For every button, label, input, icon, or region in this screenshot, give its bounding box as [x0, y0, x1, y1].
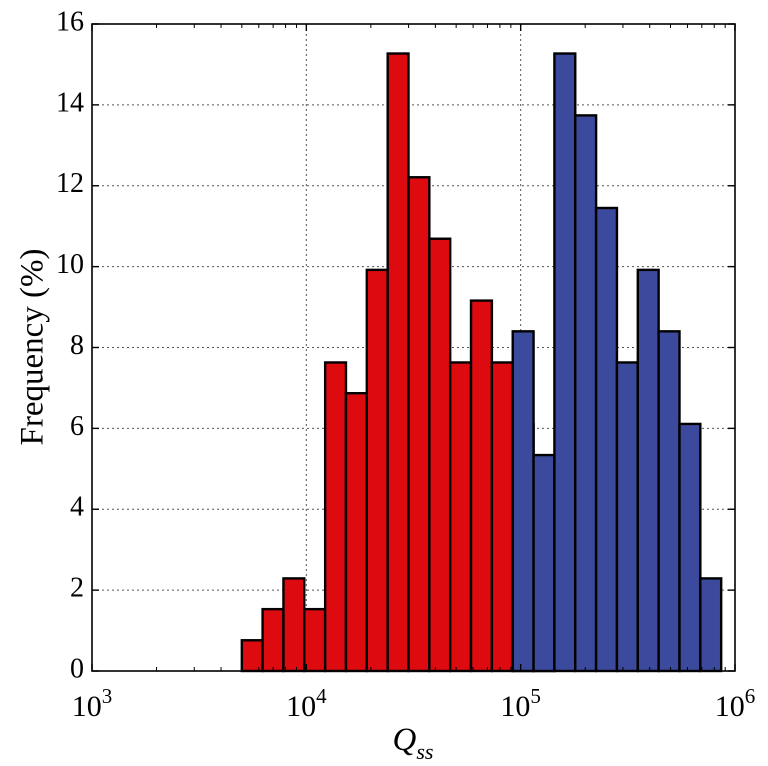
bar-blue: [699, 577, 723, 673]
bar-blue: [511, 330, 535, 673]
x-tick-labels: 103 104 105 106: [72, 684, 756, 723]
y-tick-label: 14: [56, 87, 84, 118]
bar-blue: [553, 52, 577, 673]
bar-red: [303, 607, 327, 673]
y-tick-label: 8: [70, 330, 84, 361]
y-tick-labels: 0 2 4 6 8 10 12 14 16: [56, 6, 84, 684]
x-tick-label: 103: [72, 684, 113, 723]
bar-blue: [636, 268, 660, 673]
x-axis-title-main: Q: [393, 722, 417, 758]
y-axis-title: Frequency (%): [15, 248, 51, 445]
x-axis-title-subscript: ss: [416, 739, 433, 764]
bar-blue: [678, 422, 702, 673]
bar-blue: [594, 206, 619, 673]
bar-red: [469, 299, 494, 673]
x-tick-label: 105: [500, 684, 541, 723]
bar-red: [448, 361, 473, 673]
bar-red: [261, 607, 285, 673]
bar-red: [428, 237, 452, 673]
x-axis-title: Qss: [393, 722, 434, 764]
bar-red: [240, 639, 264, 673]
bars-group: [240, 52, 723, 673]
bar-red: [344, 391, 369, 673]
y-tick-label: 12: [56, 168, 84, 199]
y-tick-label: 10: [56, 249, 84, 280]
bar-red: [365, 268, 389, 673]
tick-marks: [91, 23, 736, 672]
bar-red: [386, 52, 410, 673]
x-tick-label: 104: [286, 684, 327, 723]
y-tick-label: 2: [70, 573, 84, 604]
x-tick-label: 106: [715, 684, 756, 723]
bar-blue: [657, 330, 681, 673]
bar-red: [407, 176, 431, 673]
bar-blue: [574, 114, 598, 673]
bar-blue: [615, 361, 639, 673]
y-tick-label: 16: [56, 6, 84, 37]
bar-red: [490, 361, 514, 673]
y-tick-label: 4: [70, 492, 84, 523]
bar-red: [282, 577, 306, 673]
bar-red: [323, 361, 348, 673]
y-tick-label: 0: [70, 653, 84, 684]
bar-blue: [532, 453, 556, 673]
y-tick-label: 6: [70, 411, 84, 442]
